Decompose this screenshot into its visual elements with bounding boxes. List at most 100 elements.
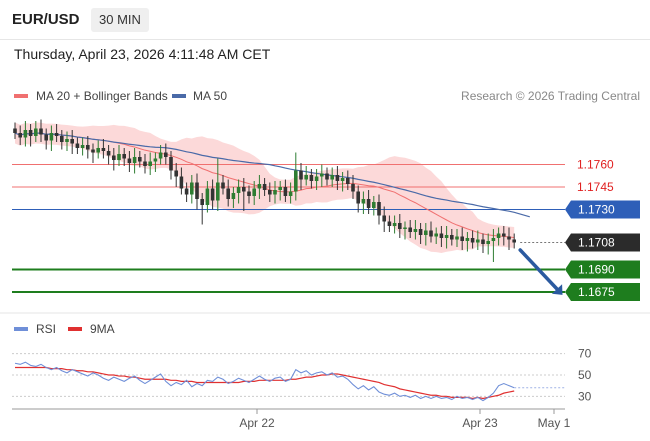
candle — [39, 119, 43, 142]
candle — [60, 130, 64, 150]
ma50-legend-label: MA 50 — [193, 89, 227, 103]
candle — [361, 191, 366, 214]
ma20-legend-swatch — [14, 94, 28, 98]
candle — [132, 148, 137, 174]
chart-datetime: Thursday, April 23, 2026 4:11:48 AM CET — [14, 46, 271, 62]
candle — [252, 181, 256, 205]
time-axis: Apr 22 Apr 23 May 1 — [12, 408, 571, 430]
candle — [325, 167, 329, 186]
candle — [387, 215, 392, 232]
candle — [304, 166, 308, 186]
level-label-1.1730: 1.1730 — [565, 200, 640, 219]
ma20-legend-label: MA 20 + Bollinger Bands — [36, 89, 168, 103]
ma50-legend-swatch — [172, 94, 186, 98]
candle — [413, 220, 418, 240]
candle — [465, 232, 470, 252]
candle — [54, 124, 59, 142]
candle — [174, 163, 178, 187]
candle — [164, 143, 168, 165]
candle — [242, 178, 246, 211]
candle — [106, 145, 111, 165]
candle — [408, 220, 412, 238]
candle — [122, 148, 126, 166]
candle — [34, 121, 38, 142]
candle — [418, 223, 423, 244]
rsi-line — [14, 361, 515, 402]
candle — [299, 163, 303, 190]
candle — [507, 227, 511, 250]
candle — [138, 151, 142, 168]
rsi-panel: 70 50 30 — [12, 347, 592, 403]
candle — [231, 187, 236, 208]
copyright-text: Research © 2026 Trading Central — [461, 89, 640, 103]
time-tick-label: Apr 22 — [239, 416, 275, 430]
candle — [424, 223, 428, 246]
key-levels — [12, 164, 565, 293]
level-tag — [565, 283, 640, 301]
level-label-1.1745: 1.1745 — [577, 180, 614, 194]
level-tag — [565, 233, 640, 252]
candle — [153, 152, 158, 172]
candle — [262, 178, 267, 196]
forecast-arrow-icon — [518, 248, 563, 295]
candle — [278, 181, 282, 201]
candle — [512, 233, 516, 249]
level-text: 1.1708 — [578, 236, 615, 250]
candle — [210, 179, 215, 210]
candle — [450, 229, 454, 246]
candle — [502, 226, 506, 246]
rsi-legend-label: RSI — [36, 322, 56, 336]
level-label-1.1760: 1.1760 — [577, 158, 614, 172]
interval-badge[interactable]: 30 MIN — [91, 8, 149, 32]
level-text: 1.1760 — [577, 158, 614, 172]
candle — [65, 131, 69, 151]
candle — [80, 137, 85, 156]
candle — [366, 190, 371, 214]
candle — [268, 182, 272, 202]
candle — [496, 227, 501, 246]
candle — [221, 175, 225, 195]
candle — [184, 182, 189, 202]
candle — [216, 158, 220, 211]
level-label-1.1690: 1.1690 — [565, 260, 640, 279]
candle — [200, 193, 204, 225]
candle — [226, 179, 230, 207]
candle — [476, 230, 480, 250]
candle — [288, 182, 293, 204]
candle — [143, 154, 147, 174]
candle — [75, 137, 80, 154]
level-tag — [565, 200, 640, 219]
candle — [372, 196, 376, 216]
candle — [460, 227, 464, 250]
candle — [18, 125, 22, 145]
candle — [169, 151, 173, 180]
candle — [398, 214, 402, 238]
candle — [44, 128, 48, 150]
rsi-ma-line — [15, 366, 515, 400]
rsi-legend-swatch — [14, 327, 28, 331]
level-labels: 1.1760 1.1745 1.1730 1.1708 1.1690 1.1675 — [565, 158, 640, 301]
candle — [273, 181, 277, 204]
candle — [49, 125, 54, 151]
candle — [403, 221, 407, 240]
candle — [455, 229, 459, 247]
candle — [486, 233, 490, 255]
level-text: 1.1745 — [577, 180, 614, 194]
candle — [491, 229, 496, 262]
candle — [392, 215, 397, 234]
candle — [112, 148, 116, 171]
time-tick-label: Apr 23 — [462, 416, 498, 430]
level-label-1.1675: 1.1675 — [565, 283, 640, 301]
candle — [314, 169, 319, 190]
candles — [13, 119, 516, 262]
level-text: 1.1675 — [578, 285, 615, 299]
candle — [340, 172, 345, 192]
candle — [330, 167, 334, 187]
candle — [434, 227, 438, 244]
candle — [346, 170, 350, 190]
rsi-tick-label: 30 — [578, 389, 592, 403]
candle — [481, 233, 485, 253]
candle — [294, 152, 298, 201]
candle — [190, 175, 194, 204]
